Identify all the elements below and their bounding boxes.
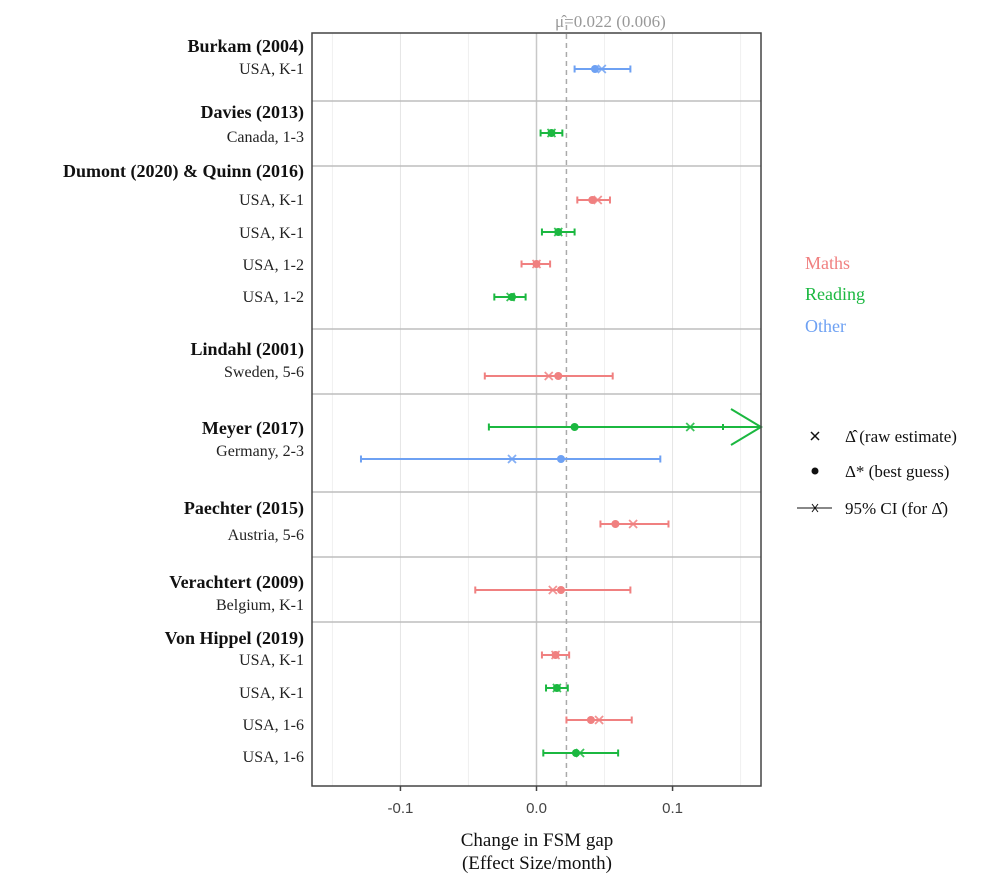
best-guess-point: [556, 586, 565, 594]
best-guess-point: [586, 716, 595, 724]
best-guess-point: [552, 684, 561, 692]
x-tick-label: 0.1: [662, 800, 683, 817]
best-guess-point: [554, 372, 563, 380]
best-guess-point: [547, 129, 556, 137]
legend-symbol-label: Δ̂ (raw estimate): [845, 427, 957, 446]
row-label: USA, K-1: [239, 225, 304, 242]
row-label: Sweden, 5-6: [224, 364, 304, 381]
x-tick-label: 0.0: [526, 800, 547, 817]
best-guess-point: [508, 293, 517, 301]
study-name: Lindahl (2001): [190, 339, 304, 360]
legend-ci-x-icon: [811, 503, 819, 513]
pooled-estimate-label: μ̂=0.022 (0.006): [555, 12, 666, 31]
row-label: USA, K-1: [239, 652, 304, 669]
legend-subject-reading: Reading: [805, 284, 865, 304]
best-guess-point: [571, 749, 580, 757]
best-guess-point: [556, 455, 565, 463]
legend-subject-maths: Maths: [805, 253, 850, 273]
raw-estimate-mark: [544, 371, 554, 381]
raw-estimate-mark: [507, 454, 517, 464]
legend-subject-other: Other: [805, 316, 846, 336]
row-label: USA, K-1: [239, 61, 304, 78]
best-guess-point: [591, 65, 600, 73]
study-name: Burkam (2004): [188, 36, 305, 57]
study-name: Meyer (2017): [202, 418, 304, 439]
legend-symbol-label: Δ* (best guess): [845, 462, 949, 481]
raw-estimate-mark: [597, 64, 607, 74]
study-name: Paechter (2015): [184, 498, 304, 519]
row-label: USA, 1-2: [243, 257, 304, 274]
study-name: Von Hippel (2019): [165, 628, 304, 649]
row-label: USA, K-1: [239, 192, 304, 209]
legend-dot-icon: [811, 467, 819, 475]
x-tick-label: -0.1: [388, 800, 414, 817]
study-name: Dumont (2020) & Quinn (2016): [63, 161, 304, 182]
raw-estimate-mark: [628, 519, 638, 529]
row-label: Germany, 2-3: [216, 443, 304, 460]
raw-estimate-mark: [594, 715, 604, 725]
row-label: Austria, 5-6: [228, 527, 304, 544]
best-guess-point: [570, 423, 579, 431]
legend-x-icon: [810, 431, 820, 441]
best-guess-point: [611, 520, 620, 528]
row-label: USA, K-1: [239, 685, 304, 702]
study-name: Davies (2013): [201, 102, 304, 123]
row-label: Belgium, K-1: [216, 597, 304, 614]
best-guess-point: [554, 228, 563, 236]
row-label: Canada, 1-3: [227, 129, 304, 146]
best-guess-point: [551, 651, 560, 659]
best-guess-point: [588, 196, 597, 204]
x-axis-title: Change in FSM gap: [461, 830, 614, 851]
legend-symbol-label: 95% CI (for Δ̂): [845, 499, 948, 518]
raw-estimate-mark: [685, 422, 695, 432]
study-name: Verachtert (2009): [169, 572, 304, 593]
best-guess-point: [532, 260, 541, 268]
row-label: USA, 1-6: [243, 749, 304, 766]
row-label: USA, 1-2: [243, 289, 304, 306]
raw-estimate-mark: [548, 585, 558, 595]
x-axis-title: (Effect Size/month): [462, 853, 612, 874]
row-label: USA, 1-6: [243, 717, 304, 734]
